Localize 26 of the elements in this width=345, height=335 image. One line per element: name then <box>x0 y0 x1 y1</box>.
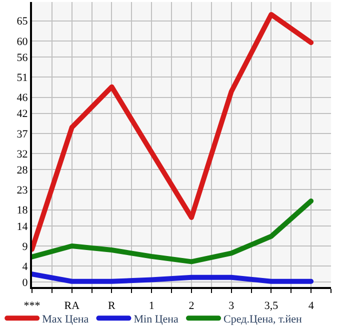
y-tick-label: 23 <box>16 184 28 197</box>
x-tick-label: 4 <box>308 300 314 312</box>
x-tick-label: *** <box>24 300 40 312</box>
y-tick-label: 18 <box>16 204 28 217</box>
x-tick-label: 1 <box>148 300 154 312</box>
y-tick-label: 0 <box>22 277 28 290</box>
legend-label: Min Цена <box>134 313 179 326</box>
x-tick-label: 2 <box>188 300 194 312</box>
x-tick-label: 3 <box>228 300 235 312</box>
y-tick-label: 9 <box>22 240 28 253</box>
x-tick-label: 3,5 <box>264 300 279 312</box>
y-tick-label: 60 <box>16 36 28 48</box>
legend-label: Сред.Цена, т.йен <box>224 313 302 326</box>
y-tick-label: 28 <box>16 164 28 176</box>
x-tick-label: RA <box>64 300 80 312</box>
y-tick-label: 42 <box>16 108 28 120</box>
y-tick-label: 14 <box>16 220 28 233</box>
y-tick-label: 56 <box>16 52 28 64</box>
y-tick-label: 51 <box>16 72 28 84</box>
y-tick-label: 46 <box>16 92 28 104</box>
y-tick-label: 4 <box>22 260 28 273</box>
x-tick-label: R <box>108 300 116 312</box>
y-tick-label: 65 <box>16 16 28 28</box>
legend-label: Max Цена <box>42 313 89 326</box>
y-tick-label: 32 <box>16 148 28 160</box>
y-tick-label: 37 <box>16 128 28 140</box>
